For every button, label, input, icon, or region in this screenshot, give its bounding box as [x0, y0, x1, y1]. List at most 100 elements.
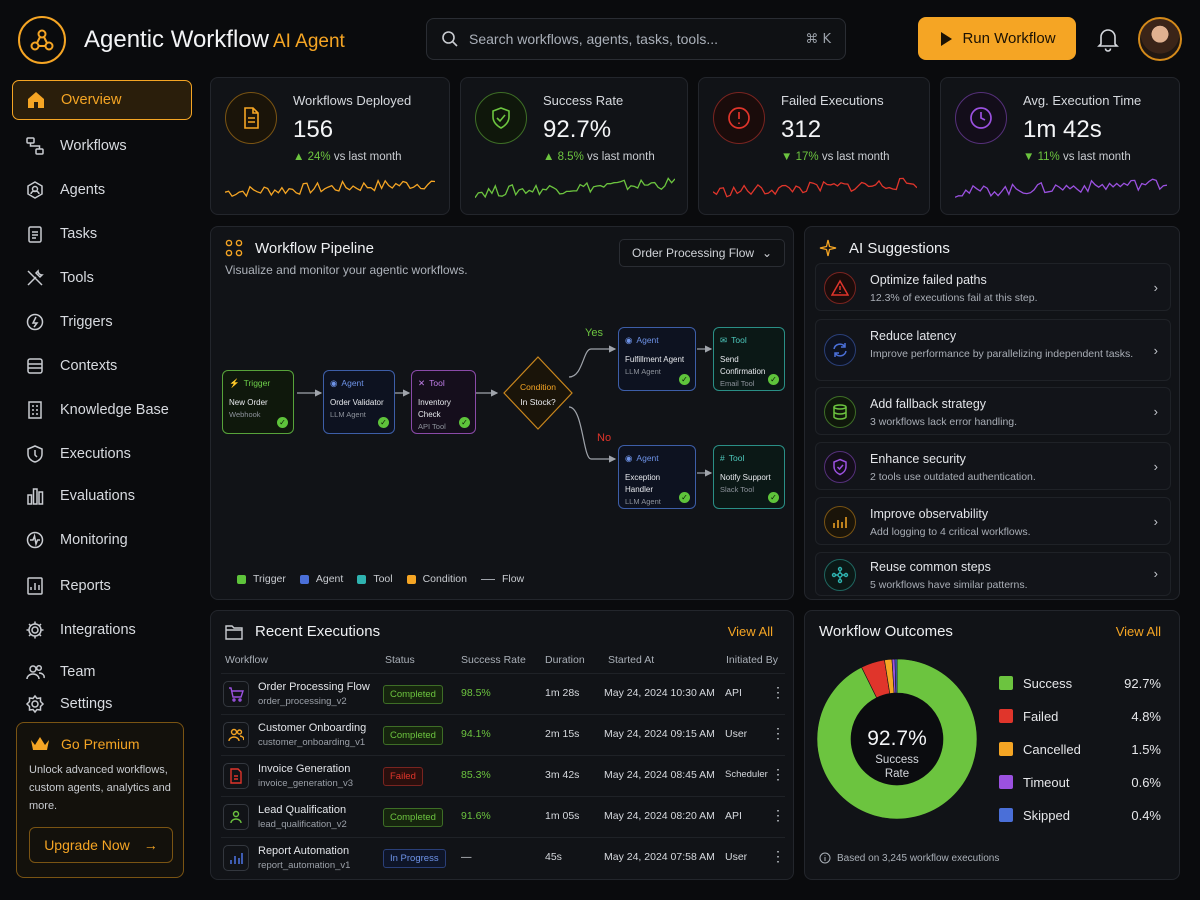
- sidebar-item-label: Evaluations: [60, 488, 135, 504]
- table-row[interactable]: Lead Qualification lead_qualification_v2…: [221, 796, 785, 836]
- node-trigger-new-order[interactable]: ⚡ Trigger New Order Webhook ✓: [222, 370, 294, 434]
- node-agent-exception-handler[interactable]: ◉ Agent Exception Handler LLM Agent ✓: [618, 445, 696, 509]
- table-row[interactable]: Order Processing Flow order_processing_v…: [221, 673, 785, 713]
- upgrade-now-button[interactable]: Upgrade Now →: [29, 827, 173, 863]
- node-tool-inventory-check[interactable]: ✕ Tool Inventory Check API Tool ✓: [411, 370, 476, 434]
- sidebar-item-label: Reports: [60, 578, 111, 594]
- app-logo[interactable]: [18, 16, 66, 64]
- play-icon: [941, 31, 953, 46]
- node-sub: LLM Agent: [625, 497, 661, 506]
- sidebar-item-settings[interactable]: Settings: [12, 684, 192, 724]
- legend-value: 4.8%: [1131, 708, 1161, 724]
- sidebar-item-workflows[interactable]: Workflows: [12, 126, 192, 166]
- check-icon: ✓: [378, 417, 389, 428]
- outcomes-title: Workflow Outcomes: [819, 623, 953, 640]
- legend-swatch: [999, 676, 1013, 690]
- sidebar-item-tools[interactable]: Tools: [12, 258, 192, 298]
- node-name: Notify Support: [720, 473, 771, 482]
- outcomes-note-text: Based on 3,245 workflow executions: [837, 852, 1000, 864]
- workflow-name: Lead Qualification: [258, 804, 347, 816]
- node-tool-notify-support[interactable]: # Tool Notify Support Slack Tool ✓: [713, 445, 785, 509]
- search-bar[interactable]: ⌘ K: [426, 18, 846, 60]
- sidebar-item-agents[interactable]: Agents: [12, 170, 192, 210]
- success-rate: —: [461, 851, 472, 863]
- robot-icon: ◉: [625, 335, 633, 345]
- suggestion-title: Improve observability: [870, 507, 989, 521]
- sidebar-item-evaluations[interactable]: Evaluations: [12, 476, 192, 516]
- sidebar-item-reports[interactable]: Reports: [12, 566, 192, 606]
- node-name: Order Validator: [330, 398, 384, 407]
- sidebar-item-knowledge-base[interactable]: Knowledge Base: [12, 390, 192, 430]
- more-options-icon[interactable]: ⋮: [771, 684, 785, 700]
- table-row[interactable]: Invoice Generation invoice_generation_v3…: [221, 755, 785, 795]
- sidebar-item-label: Triggers: [60, 314, 113, 330]
- check-icon: ✓: [679, 374, 690, 385]
- sidebar-item-team[interactable]: Team: [12, 652, 192, 692]
- sidebar-item-label: Tools: [60, 270, 94, 286]
- chevron-right-icon: ›: [1153, 566, 1158, 581]
- stat-change: ▲ 8.5% vs last month: [543, 151, 655, 163]
- node-tool-send-confirmation[interactable]: ✉ Tool Send Confirmation Email Tool ✓: [713, 327, 785, 391]
- sidebar-item-tasks[interactable]: Tasks: [12, 214, 192, 254]
- outcome-legend-item: Success 92.7%: [999, 673, 1167, 693]
- legend-value: 1.5%: [1131, 741, 1161, 757]
- legend-item: Tool: [357, 573, 393, 585]
- suggestion-item[interactable]: Improve observability Add logging to 4 c…: [815, 497, 1171, 545]
- sidebar-item-contexts[interactable]: Contexts: [12, 346, 192, 386]
- table-row[interactable]: Customer Onboarding customer_onboarding_…: [221, 714, 785, 754]
- suggestion-item[interactable]: Reduce latency Improve performance by pa…: [815, 319, 1171, 381]
- pipeline-header: Workflow Pipeline: [225, 239, 374, 257]
- started-at: May 24, 2024 07:58 AM: [604, 851, 715, 863]
- arrow-down-icon: ▼: [1023, 151, 1035, 163]
- suggestion-title: Reuse common steps: [870, 560, 991, 574]
- node-agent-order-validator[interactable]: ◉ Agent Order Validator LLM Agent ✓: [323, 370, 395, 434]
- legend-label: Timeout: [1023, 774, 1070, 790]
- sparkline-chart: [955, 178, 1167, 198]
- robot-icon: ◉: [625, 453, 633, 463]
- more-options-icon[interactable]: ⋮: [771, 848, 785, 864]
- notifications-bell-icon[interactable]: [1096, 26, 1120, 57]
- suggestion-item[interactable]: Add fallback strategy 3 workflows lack e…: [815, 387, 1171, 435]
- document-icon: [223, 763, 249, 789]
- sparkline-path: [475, 177, 675, 199]
- sidebar-item-executions[interactable]: Executions: [12, 434, 192, 474]
- table-row[interactable]: Report Automation report_automation_v1 I…: [221, 837, 785, 877]
- sidebar-item-integrations[interactable]: Integrations: [12, 610, 192, 650]
- executions-title: Recent Executions: [255, 623, 381, 640]
- more-options-icon[interactable]: ⋮: [771, 725, 785, 741]
- bars-icon: [22, 483, 48, 509]
- sidebar-item-label: Contexts: [60, 358, 118, 374]
- node-agent-fulfillment[interactable]: ◉ Agent Fulfillment Agent LLM Agent ✓: [618, 327, 696, 391]
- outcomes-view-all-link[interactable]: View All: [1115, 624, 1161, 639]
- node-type: Trigger: [243, 378, 271, 388]
- legend-label: Cancelled: [1023, 741, 1081, 757]
- run-workflow-button[interactable]: Run Workflow: [918, 17, 1076, 60]
- app-title: Agentic Workflow AI Agent: [84, 26, 345, 53]
- more-options-icon[interactable]: ⋮: [771, 807, 785, 823]
- node-condition-in-stock[interactable]: Condition In Stock?: [510, 380, 566, 410]
- suggestion-item[interactable]: Optimize failed paths 12.3% of execution…: [815, 263, 1171, 311]
- stat-card-success-rate: Success Rate 92.7% ▲ 8.5% vs last month: [460, 77, 688, 215]
- status-badge: Completed: [383, 685, 443, 704]
- sidebar-item-triggers[interactable]: Triggers: [12, 302, 192, 342]
- node-name: Send Confirmation: [720, 355, 766, 376]
- sidebar-item-monitoring[interactable]: Monitoring: [12, 520, 192, 560]
- user-avatar[interactable]: [1138, 17, 1182, 61]
- workflow-outcomes-panel: Workflow Outcomes View All 92.7% Success…: [804, 610, 1180, 880]
- premium-description: Unlock advanced workflows, custom agents…: [29, 764, 171, 812]
- sidebar-item-label: Monitoring: [60, 532, 128, 548]
- suggestion-item[interactable]: Enhance security 2 tools use outdated au…: [815, 442, 1171, 490]
- more-options-icon[interactable]: ⋮: [771, 766, 785, 782]
- initiated-by: Scheduler: [725, 769, 768, 780]
- outcome-legend-item: Timeout 0.6%: [999, 772, 1167, 792]
- sidebar-item-overview[interactable]: Overview: [12, 80, 192, 120]
- node-type: Tool: [728, 453, 745, 463]
- flow-select-dropdown[interactable]: Order Processing Flow ⌄: [619, 239, 785, 267]
- suggestion-item[interactable]: Reuse common steps 5 workflows have simi…: [815, 552, 1171, 596]
- search-input[interactable]: [469, 31, 806, 47]
- outcome-legend-item: Cancelled 1.5%: [999, 739, 1167, 759]
- executions-view-all-link[interactable]: View All: [727, 624, 773, 639]
- stat-change: ▼ 11% vs last month: [1023, 151, 1131, 163]
- sparkline-path: [225, 178, 435, 198]
- sparkle-icon: [819, 239, 837, 257]
